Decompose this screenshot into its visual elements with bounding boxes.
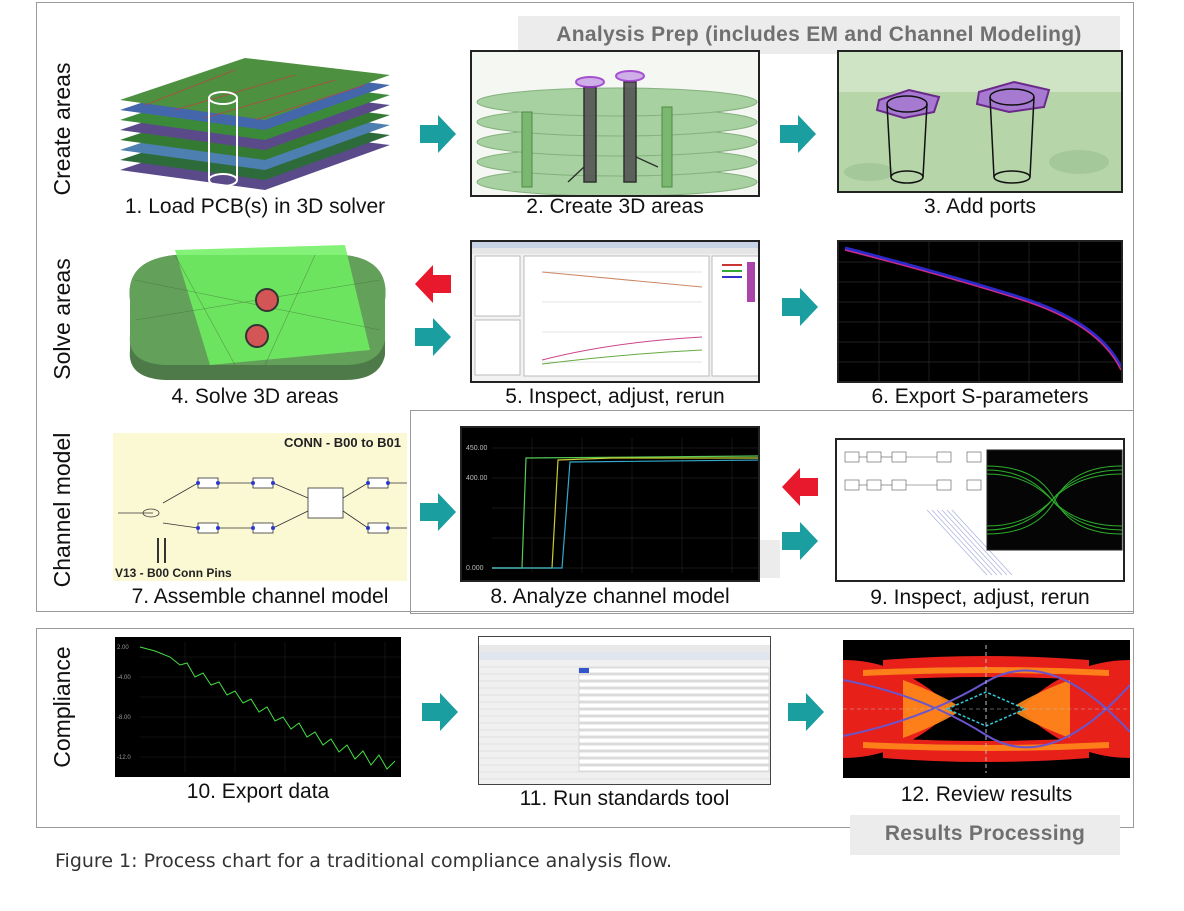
svg-text:450.00: 450.00 [466,445,488,452]
step-9-caption: 9. Inspect, adjust, rerun [870,586,1090,609]
arrow-left-icon [782,468,818,506]
svg-text:0.000: 0.000 [466,565,484,572]
inspect-plot-window [470,240,760,383]
svg-text:2.00: 2.00 [117,645,129,651]
step-1: 1. Load PCB(s) in 3D solver [115,50,395,220]
channel-schematic: CONN - B00 to B01 [113,433,407,581]
step-5: 5. Inspect, adjust, rerun [470,240,760,410]
step-11-caption: 11. Run standards tool [519,787,730,810]
step-2-caption: 2. Create 3D areas [526,195,704,218]
row-label-create-areas: Create areas [49,62,75,196]
step-6-caption: 6. Export S-parameters [871,385,1089,408]
step-8: 450.00 400.00 0.000 8. Analyze channel mod… [460,426,760,608]
row-label-compliance: Compliance [49,646,75,768]
step-9: 9. Inspect, adjust, rerun [835,438,1125,613]
export-data-plot: 2.00 -4.00 -8.00 -12.0 [115,637,401,777]
arrow-right-icon [782,522,818,560]
step-4: 4. Solve 3D areas [115,240,395,410]
figure-caption: Figure 1: Process chart for a traditiona… [55,850,673,872]
schematic-title: CONN - B00 to B01 [283,435,401,450]
step-4-caption: 4. Solve 3D areas [171,385,339,408]
arrow-right-icon [780,115,816,153]
eye-schematic-view [835,438,1125,582]
step-10: 2.00 -4.00 -8.00 -12.0 10. Export data [115,637,401,812]
compliance-frame [36,628,1134,828]
svg-text:400.00: 400.00 [466,475,488,482]
step-8-caption: 8. Analyze channel model [490,585,730,608]
arrow-right-icon [782,288,818,326]
eye-diagram-result [843,640,1130,778]
row-label-channel-model: Channel model [49,432,75,588]
analysis-prep-frame [36,2,1134,612]
arrow-right-icon [788,693,824,731]
row-label-solve-areas: Solve areas [49,258,75,380]
arrow-left-icon [415,265,451,303]
schematic-footer: V13 - B00 Conn Pins [115,566,232,580]
tdr-plot: 450.00 400.00 0.000 [460,426,760,582]
step-11: 11. Run standards tool [478,636,771,816]
standards-tool-window [478,636,771,785]
step-1-caption: 1. Load PCB(s) in 3D solver [124,195,386,218]
step-2: 2. Create 3D areas [470,50,760,220]
arrow-right-icon [420,115,456,153]
step-7: CONN - B00 to B01 [113,433,407,613]
svg-text:-12.0: -12.0 [117,755,131,761]
step-3-caption: 3. Add ports [923,195,1037,218]
pcb-3d-view [115,50,395,193]
3d-areas-view [470,50,760,197]
arrow-right-icon [415,318,451,356]
step-5-caption: 5. Inspect, adjust, rerun [505,385,725,408]
arrow-right-icon [422,693,458,731]
svg-text:-8.00: -8.00 [117,715,131,721]
results-processing-label: Results Processing [850,815,1120,855]
svg-text:-4.00: -4.00 [117,675,131,681]
step-6: 6. Export S-parameters [837,240,1123,410]
solve-3d-view [115,240,395,383]
step-10-caption: 10. Export data [186,780,330,803]
step-7-caption: 7. Assemble channel model [131,585,389,608]
analysis-prep-label: Analysis Prep (includes EM and Channel M… [518,16,1120,54]
analysis-frame [410,410,1134,614]
step-12-caption: 12. Review results [900,783,1073,806]
step-12: 12. Review results [843,640,1130,815]
s-parameter-plot [837,240,1123,383]
arrow-right-icon [420,493,456,531]
ports-view [837,50,1123,193]
step-3: 3. Add ports [837,50,1123,220]
